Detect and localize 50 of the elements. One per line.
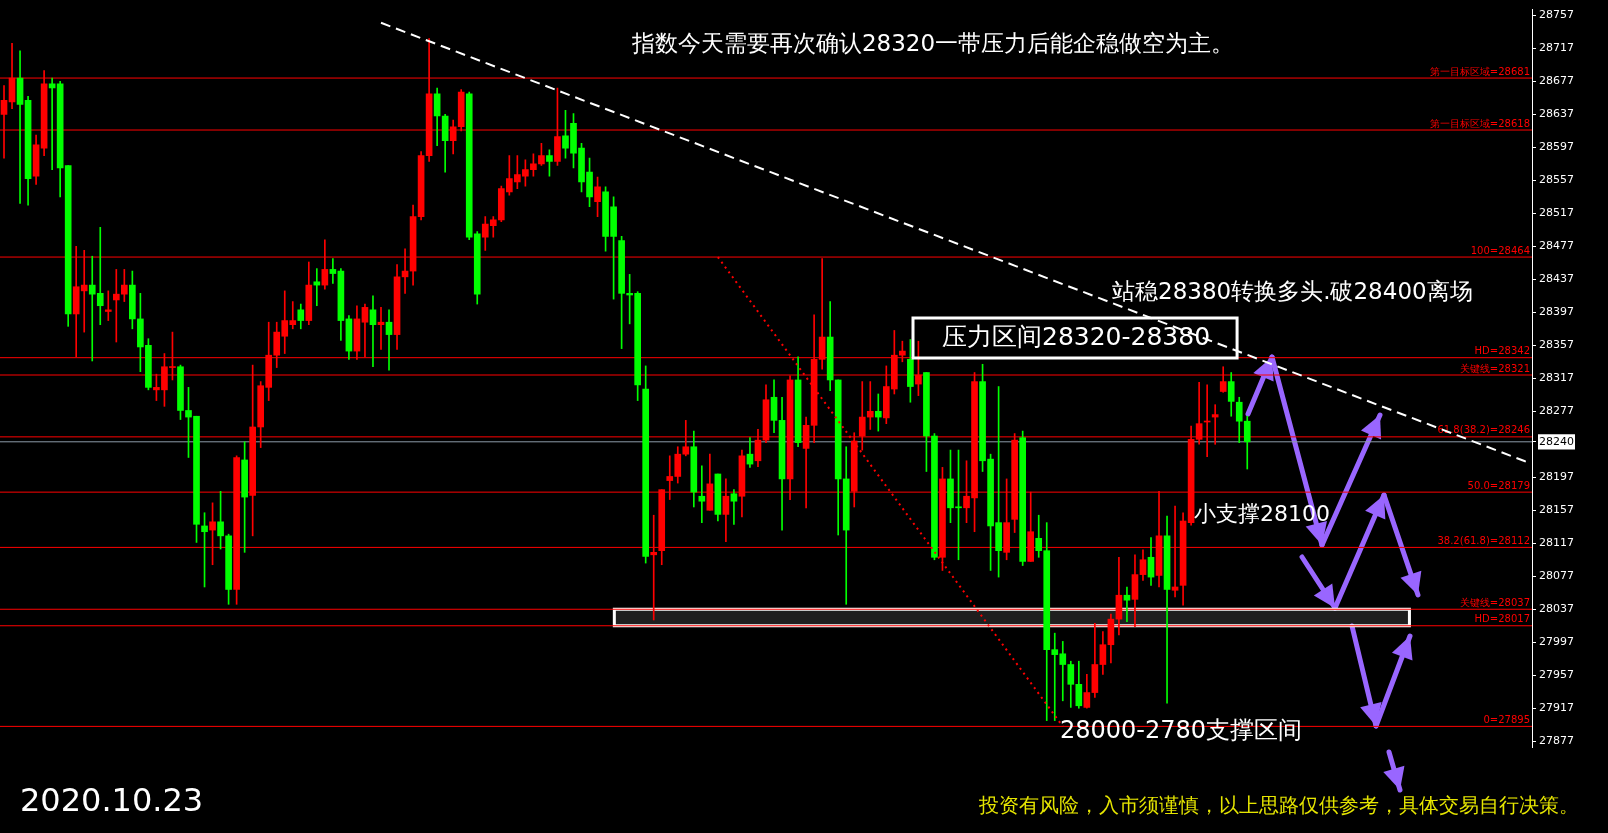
candlestick <box>866 381 874 430</box>
ref-line-label: 0=27895 <box>1483 713 1530 725</box>
y-tick-label: 28477 <box>1539 239 1574 253</box>
ref-line-label: 61.8(38.2)=28246 <box>1437 424 1530 436</box>
y-tick-label: 28157 <box>1539 503 1574 517</box>
y-tick-label: 28240 <box>1539 434 1574 448</box>
y-tick-label: 28397 <box>1539 305 1574 319</box>
candlestick <box>385 309 393 371</box>
y-tick-label: 28437 <box>1539 272 1574 286</box>
y-tick-label: 28637 <box>1539 107 1574 121</box>
candlestick <box>16 50 24 204</box>
ref-line-label: 38.2(61.8)=28112 <box>1437 534 1530 546</box>
y-tick-label: 28717 <box>1539 41 1574 55</box>
y-tick-label: 28037 <box>1539 602 1574 616</box>
candlestick <box>1123 586 1131 622</box>
ref-line-label: 关键线=28321 <box>1459 362 1530 374</box>
text: 投资有风险，入市须谨慎，以上思路仅供参考，具体交易自行决策。 <box>978 793 1579 818</box>
ref-line-label: 第一目标区域=28681 <box>1429 65 1530 77</box>
y-tick-label: 28757 <box>1539 8 1574 22</box>
candlestick <box>698 465 706 523</box>
y-tick-label: 28677 <box>1539 74 1574 88</box>
ref-line-label: 100=28464 <box>1470 244 1530 256</box>
y-tick-label: 28197 <box>1539 470 1574 484</box>
ref-line-label: 关键线=28037 <box>1459 596 1530 608</box>
y-tick-label: 28317 <box>1539 371 1574 385</box>
ref-line-label: HD=28342 <box>1474 345 1530 357</box>
y-tick-label: 27917 <box>1539 701 1574 715</box>
y-tick-label: 27877 <box>1539 734 1574 748</box>
candlestick <box>112 269 120 343</box>
y-tick-label: 28117 <box>1539 536 1574 550</box>
candlestick <box>313 268 321 307</box>
candlestick <box>329 258 337 284</box>
y-tick-label: 27997 <box>1539 635 1574 649</box>
candlestick <box>730 489 738 525</box>
text: 指数今天需要再次确认28320一带压力后能企稳做空为主。 <box>630 29 1235 56</box>
text: 2020.10.23 <box>20 781 204 820</box>
candlestick <box>874 393 882 432</box>
y-tick-label: 28357 <box>1539 338 1574 352</box>
y-tick-label: 28277 <box>1539 404 1574 418</box>
y-tick-label: 27957 <box>1539 668 1574 682</box>
candlestick <box>104 290 112 321</box>
ref-line-label: 第一目标区域=28618 <box>1429 117 1530 129</box>
y-tick-label: 28597 <box>1539 140 1574 154</box>
y-tick-label: 28077 <box>1539 569 1574 583</box>
ref-line-label: HD=28017 <box>1474 613 1530 625</box>
y-tick-label: 28557 <box>1539 173 1574 187</box>
annotation: 压力区间28320-28380 <box>942 321 1211 351</box>
y-tick-label: 28517 <box>1539 206 1574 220</box>
ref-line-label: 50.0=28179 <box>1467 479 1530 491</box>
annotation: 站稳28380转换多头.破28400离场 <box>1112 277 1473 304</box>
